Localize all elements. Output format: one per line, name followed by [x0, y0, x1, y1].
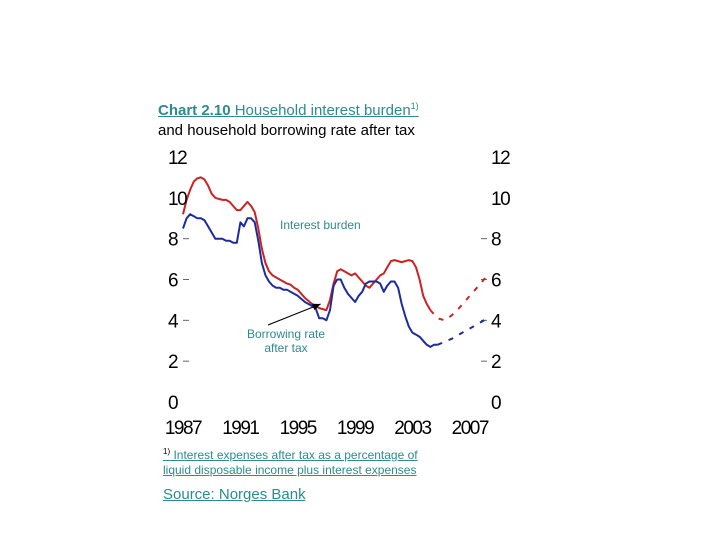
- x-tick-label: 1999: [337, 418, 374, 439]
- y-tick-label-right: 12: [491, 148, 510, 169]
- x-tick-label: 1987: [165, 418, 202, 439]
- footnote-line1: Interest expenses after tax as a percent…: [170, 448, 418, 462]
- y-tick-label-right: 4: [491, 311, 502, 332]
- y-tick-label-right: 8: [491, 230, 501, 251]
- x-tick-label: 2007: [452, 418, 489, 439]
- y-tick-label-left: 6: [168, 271, 178, 292]
- series-lines: [182, 176, 487, 348]
- annotation-borrowing-rate-line: Borrowing rate: [247, 327, 325, 341]
- series-line-borrowing-rate-projection: [437, 318, 487, 346]
- y-tick-label-left: 4: [168, 311, 179, 332]
- chart-title: Chart 2.10 Household interest burden1) a…: [158, 96, 419, 141]
- x-tick-label: 2003: [394, 418, 431, 439]
- y-tick-label-right: 0: [491, 393, 501, 414]
- source-text: Source: Norges Bank: [163, 486, 306, 503]
- series-line-interest-burden: [182, 176, 432, 312]
- x-tick-label: 1991: [222, 418, 259, 439]
- annotation-borrowing-rate-line: after tax: [264, 341, 307, 355]
- y-tick-label-left: 8: [168, 230, 178, 251]
- y-tick-label-left: 0: [168, 393, 178, 414]
- footnote: 1) Interest expenses after tax as a perc…: [163, 444, 418, 478]
- series-line-interest-burden-projection: [429, 276, 487, 322]
- chart-title-sup: 1): [410, 101, 419, 111]
- y-tick-label-left: 2: [168, 352, 178, 373]
- chart-title-line2: and household borrowing rate after tax: [158, 122, 415, 139]
- annotation-arrow-line: [267, 303, 321, 326]
- y-tick-label-left: 10: [168, 189, 187, 210]
- tick-labels: 0 0 2 2 4 4 6 6 8 8 10 10 12 12 1987 1991 1995 1999 2003 20…: [165, 148, 512, 439]
- footnote-marker: 1): [163, 447, 171, 456]
- y-tick-label-right: 10: [491, 189, 510, 210]
- chart-annotations: Interest burden Borrowing rate after tax: [247, 218, 361, 355]
- x-tick-label: 1995: [280, 418, 317, 439]
- y-tick-label-left: 12: [168, 148, 187, 169]
- annotation-borrowing-rate: Borrowing rate after tax: [247, 327, 325, 355]
- y-tick-label-right: 6: [491, 271, 501, 292]
- annotation-arrow-head: [311, 303, 321, 311]
- chart-title-main: Household interest burden: [234, 102, 411, 119]
- y-tick-label-right: 2: [491, 352, 501, 373]
- chart-title-line1: Chart 2.10 Household interest burden1): [158, 96, 419, 121]
- chart-title-prefix: Chart 2.10: [158, 102, 231, 119]
- footnote-line2: liquid disposable income plus interest e…: [163, 463, 417, 477]
- annotation-interest-burden: Interest burden: [280, 218, 361, 232]
